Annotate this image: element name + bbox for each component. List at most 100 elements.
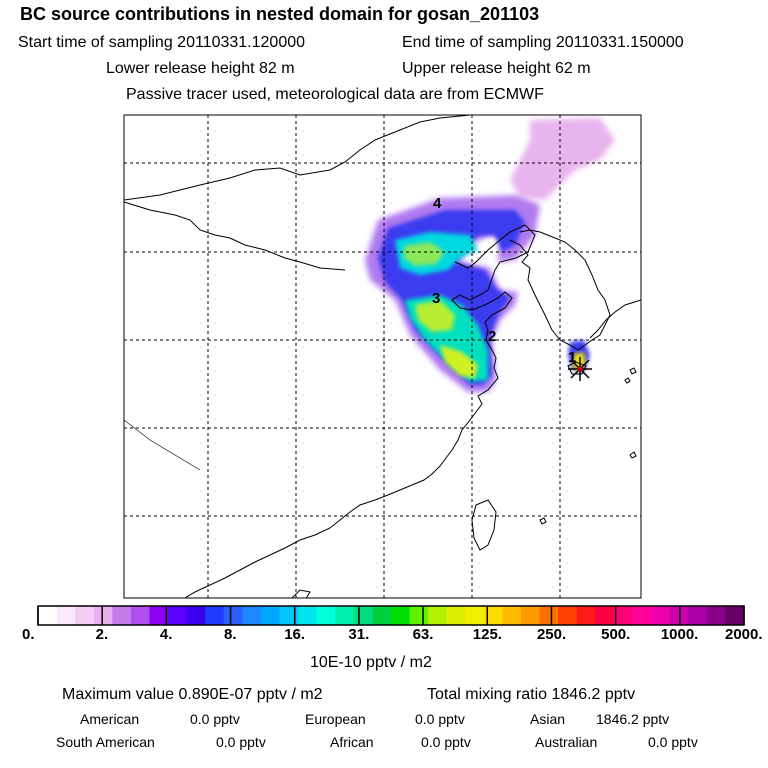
islet-4 — [539, 517, 547, 525]
colorbar-swatch — [613, 606, 634, 625]
colorbar-tick-label: 125. — [472, 626, 502, 643]
border-line-1 — [124, 201, 346, 271]
marker-1: 1 — [568, 349, 576, 366]
colorbar-swatch — [521, 606, 541, 625]
colorbar-swatch — [112, 606, 132, 625]
concentration-plume — [365, 118, 615, 392]
colorbar-swatch — [428, 606, 448, 625]
plume-green-south — [440, 345, 478, 378]
colorbar-swatch — [279, 606, 299, 625]
coastlines — [124, 115, 641, 598]
colorbar-swatch — [298, 606, 318, 625]
australian-label: Australian — [535, 734, 598, 750]
islet-2 — [624, 377, 631, 384]
map-frame-bg — [124, 115, 641, 598]
colorbar-swatch — [706, 606, 726, 625]
colorbar-swatch — [725, 606, 745, 625]
colorbar-swatch — [335, 606, 355, 625]
colorbar-tick-label: 16. — [284, 626, 306, 643]
colorbar-swatch — [465, 606, 485, 625]
marker-3: 3 — [432, 290, 440, 307]
colorbar-swatch — [75, 606, 95, 625]
japan-coast — [589, 299, 641, 339]
colorbar-swatch — [576, 606, 596, 625]
hainan-coast — [291, 589, 311, 598]
african-label: African — [330, 734, 374, 750]
total-mixing-ratio: Total mixing ratio 1846.2 pptv — [427, 686, 636, 703]
map-frame — [123, 114, 642, 599]
colorbar-swatch — [353, 606, 373, 625]
south-american-label: South American — [56, 734, 155, 750]
asian-value: 1846.2 pptv — [596, 711, 670, 727]
colorbar-swatch — [409, 606, 429, 625]
colorbar-tick-label: 0. — [22, 626, 35, 643]
receptor-dot — [577, 366, 583, 372]
colorbar-tick-label: 250. — [536, 626, 567, 643]
korea-coast — [509, 229, 611, 351]
map-content: 1 2 3 4 — [124, 115, 641, 598]
colorbar-swatch — [205, 606, 225, 625]
plume-north — [510, 118, 615, 200]
american-label: American — [80, 711, 140, 727]
colorbar-tick-label: 2000. — [725, 626, 763, 643]
maximum-value: Maximum value 0.890E-07 pptv / m2 — [62, 686, 323, 703]
colorbar-swatch — [372, 606, 392, 625]
colorbar-frame — [37, 605, 745, 626]
colorbar-swatch — [483, 606, 503, 625]
colorbar-swatch — [651, 606, 671, 625]
colorbar-tick-label: 8. — [224, 626, 237, 643]
colorbar-swatch — [56, 606, 76, 625]
colorbar-swatch — [558, 606, 578, 625]
colorbar-swatch — [316, 606, 336, 625]
asian-label: Asian — [530, 711, 566, 727]
start-time-label: Start time of sampling 20110331.120000 — [18, 34, 306, 51]
lat-lon-grid — [124, 115, 641, 598]
colorbar-swatch — [186, 606, 206, 625]
colorbar-swatch — [168, 606, 188, 625]
colorbar-swatch — [446, 606, 466, 625]
tracer-note: Passive tracer used, meteorological data… — [126, 86, 544, 103]
taiwan-coast — [471, 499, 497, 551]
islet-3 — [629, 451, 637, 459]
colorbar-swatch — [539, 606, 559, 625]
south-american-value: 0.0 pptv — [216, 734, 266, 750]
colorbar — [37, 606, 745, 625]
australian-value: 0.0 pptv — [648, 734, 698, 750]
colorbar-tick-label: 500. — [601, 626, 631, 643]
colorbar-swatch — [130, 606, 150, 625]
end-time-label: End time of sampling 20110331.150000 — [402, 34, 684, 51]
colorbar-swatch — [391, 606, 411, 625]
marker-4: 4 — [433, 195, 442, 212]
colorbar-tick-label: 2. — [95, 626, 109, 643]
african-value: 0.0 pptv — [421, 734, 471, 750]
colorbar-swatch — [223, 606, 243, 625]
border-line-2 — [124, 115, 471, 201]
colorbar-swatch — [502, 606, 522, 625]
colorbar-swatch — [93, 606, 113, 625]
colorbar-swatch — [242, 606, 262, 625]
colorbar-tick-label: 4. — [159, 626, 173, 643]
colorbar-tick-label: 31. — [348, 626, 370, 643]
colorbar-tick-label: 63. — [412, 626, 434, 643]
islet-1 — [629, 367, 637, 375]
colorbar-swatch — [632, 606, 652, 625]
lower-release-label: Lower release height 82 m — [106, 60, 295, 77]
plot-title: BC source contributions in nested domain… — [20, 4, 540, 24]
plume-green-north — [404, 242, 445, 266]
colorbar-tick-label: 1000. — [660, 626, 699, 643]
european-label: European — [305, 711, 366, 727]
colorbar-swatch — [149, 606, 169, 625]
american-value: 0.0 pptv — [190, 711, 240, 727]
colorbar-swatch — [38, 606, 58, 625]
colorbar-swatch — [260, 606, 281, 625]
colorbar-swatch — [688, 606, 708, 625]
inner-border — [124, 419, 201, 471]
marker-2: 2 — [488, 328, 496, 345]
china-coast — [184, 224, 536, 598]
plume-green-mid — [415, 300, 455, 332]
colorbar-swatch — [595, 606, 615, 625]
european-value: 0.0 pptv — [415, 711, 465, 727]
upper-release-label: Upper release height 62 m — [402, 60, 591, 77]
colorbar-unit: 10E-10 pptv / m2 — [310, 654, 432, 671]
